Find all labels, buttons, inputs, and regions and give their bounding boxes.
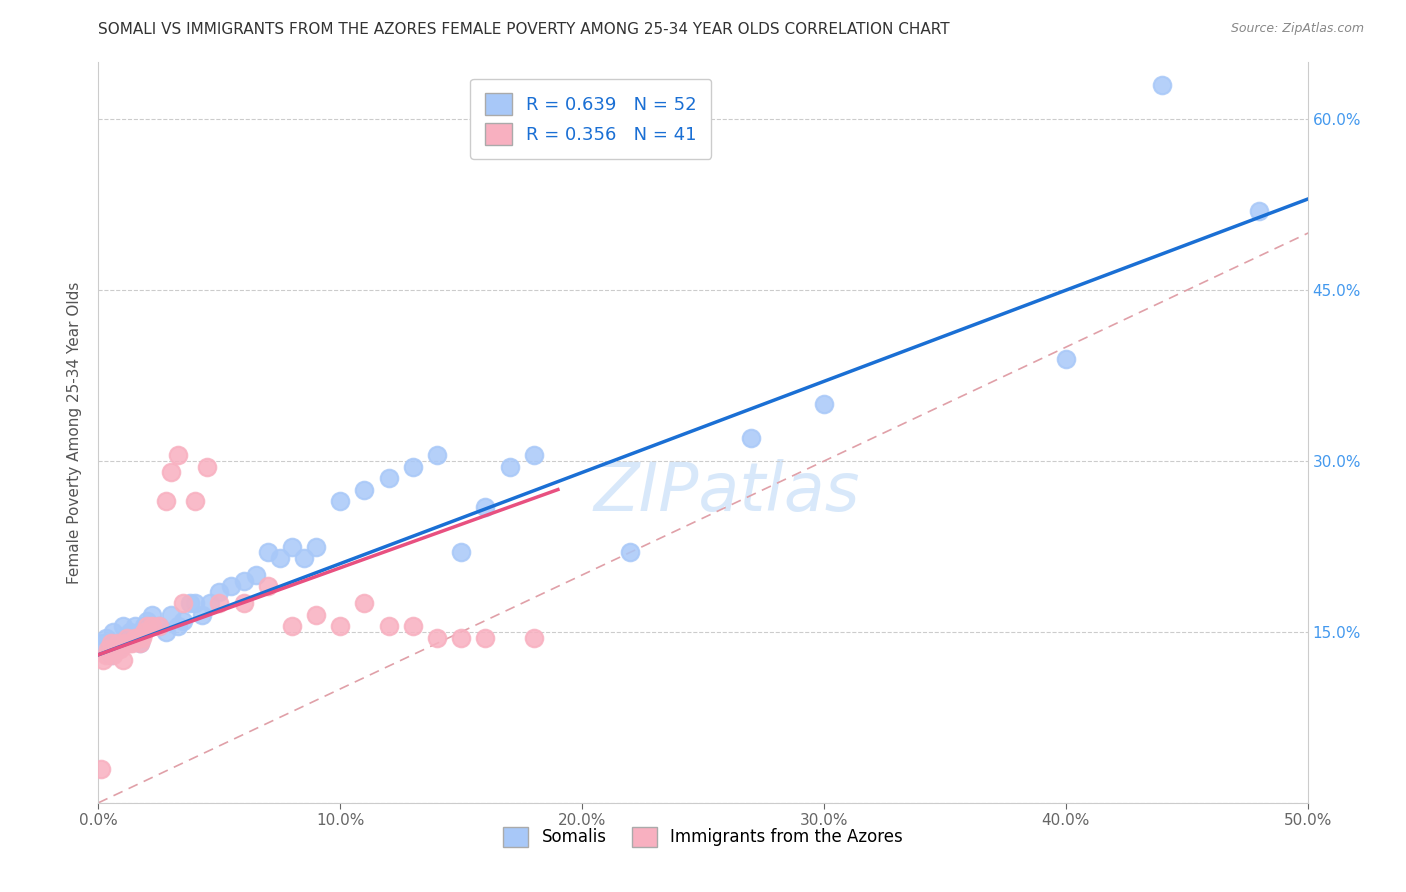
Y-axis label: Female Poverty Among 25-34 Year Olds: Female Poverty Among 25-34 Year Olds [67,282,83,583]
Point [256,579,278,593]
Point [172,597,194,611]
Point [135,619,157,633]
Point [111,653,134,667]
Point [160,466,183,480]
Point [179,597,201,611]
Point [402,619,425,633]
Point [402,459,425,474]
Point [107,636,129,650]
Point [118,636,141,650]
Point [94,648,117,662]
Point [114,636,136,650]
Point [108,636,131,650]
Point [353,483,375,497]
Point [329,494,352,508]
Point [101,624,124,639]
Point [450,631,472,645]
Point [94,631,117,645]
Point [1152,78,1174,93]
Point [329,619,352,633]
Point [121,631,143,645]
Point [195,459,218,474]
Point [377,471,399,485]
Point [208,585,231,599]
Point [141,607,163,622]
Point [167,449,190,463]
Point [160,607,183,622]
Point [148,619,170,633]
Point [155,494,177,508]
Text: Source: ZipAtlas.com: Source: ZipAtlas.com [1230,22,1364,36]
Point [134,619,156,633]
Point [191,607,214,622]
Point [813,397,835,411]
Point [127,631,149,645]
Point [1054,351,1077,366]
Point [128,636,150,650]
Point [107,642,129,657]
Point [198,597,221,611]
Point [172,614,194,628]
Point [292,550,315,565]
Point [740,431,762,445]
Point [377,619,399,633]
Text: SOMALI VS IMMIGRANTS FROM THE AZORES FEMALE POVERTY AMONG 25-34 YEAR OLDS CORREL: SOMALI VS IMMIGRANTS FROM THE AZORES FEM… [98,22,950,37]
Point [474,500,496,514]
Point [100,648,122,662]
Point [232,574,254,588]
Point [474,631,496,645]
Point [100,636,122,650]
Point [184,494,207,508]
Point [426,631,449,645]
Point [127,631,149,645]
Point [148,619,170,633]
Point [91,636,114,650]
Point [97,642,120,657]
Point [131,631,153,645]
Point [121,636,143,650]
Point [523,449,546,463]
Point [104,636,127,650]
Point [1249,203,1271,218]
Point [91,653,114,667]
Point [128,636,150,650]
Point [281,619,304,633]
Point [108,642,131,657]
Point [124,619,146,633]
Point [208,597,231,611]
Point [184,597,207,611]
Point [135,614,157,628]
Point [117,636,139,650]
Point [232,597,254,611]
Point [269,550,291,565]
Point [523,631,546,645]
Point [111,619,134,633]
Text: ZIPatlas: ZIPatlas [593,458,860,524]
Point [619,545,641,559]
Point [305,607,328,622]
Point [167,619,190,633]
Point [281,540,304,554]
Point [450,545,472,559]
Point [104,642,127,657]
Point [124,631,146,645]
Point [426,449,449,463]
Point [305,540,328,554]
Point [353,597,375,611]
Point [118,624,141,639]
Point [155,624,177,639]
Point [498,459,520,474]
Point [134,624,156,639]
Point [101,648,124,662]
Point [245,568,267,582]
Point [141,619,163,633]
Point [90,762,112,776]
Point [117,631,139,645]
Point [131,624,153,639]
Point [221,579,243,593]
Point [114,631,136,645]
Legend: Somalis, Immigrants from the Azores: Somalis, Immigrants from the Azores [496,820,910,854]
Point [256,545,278,559]
